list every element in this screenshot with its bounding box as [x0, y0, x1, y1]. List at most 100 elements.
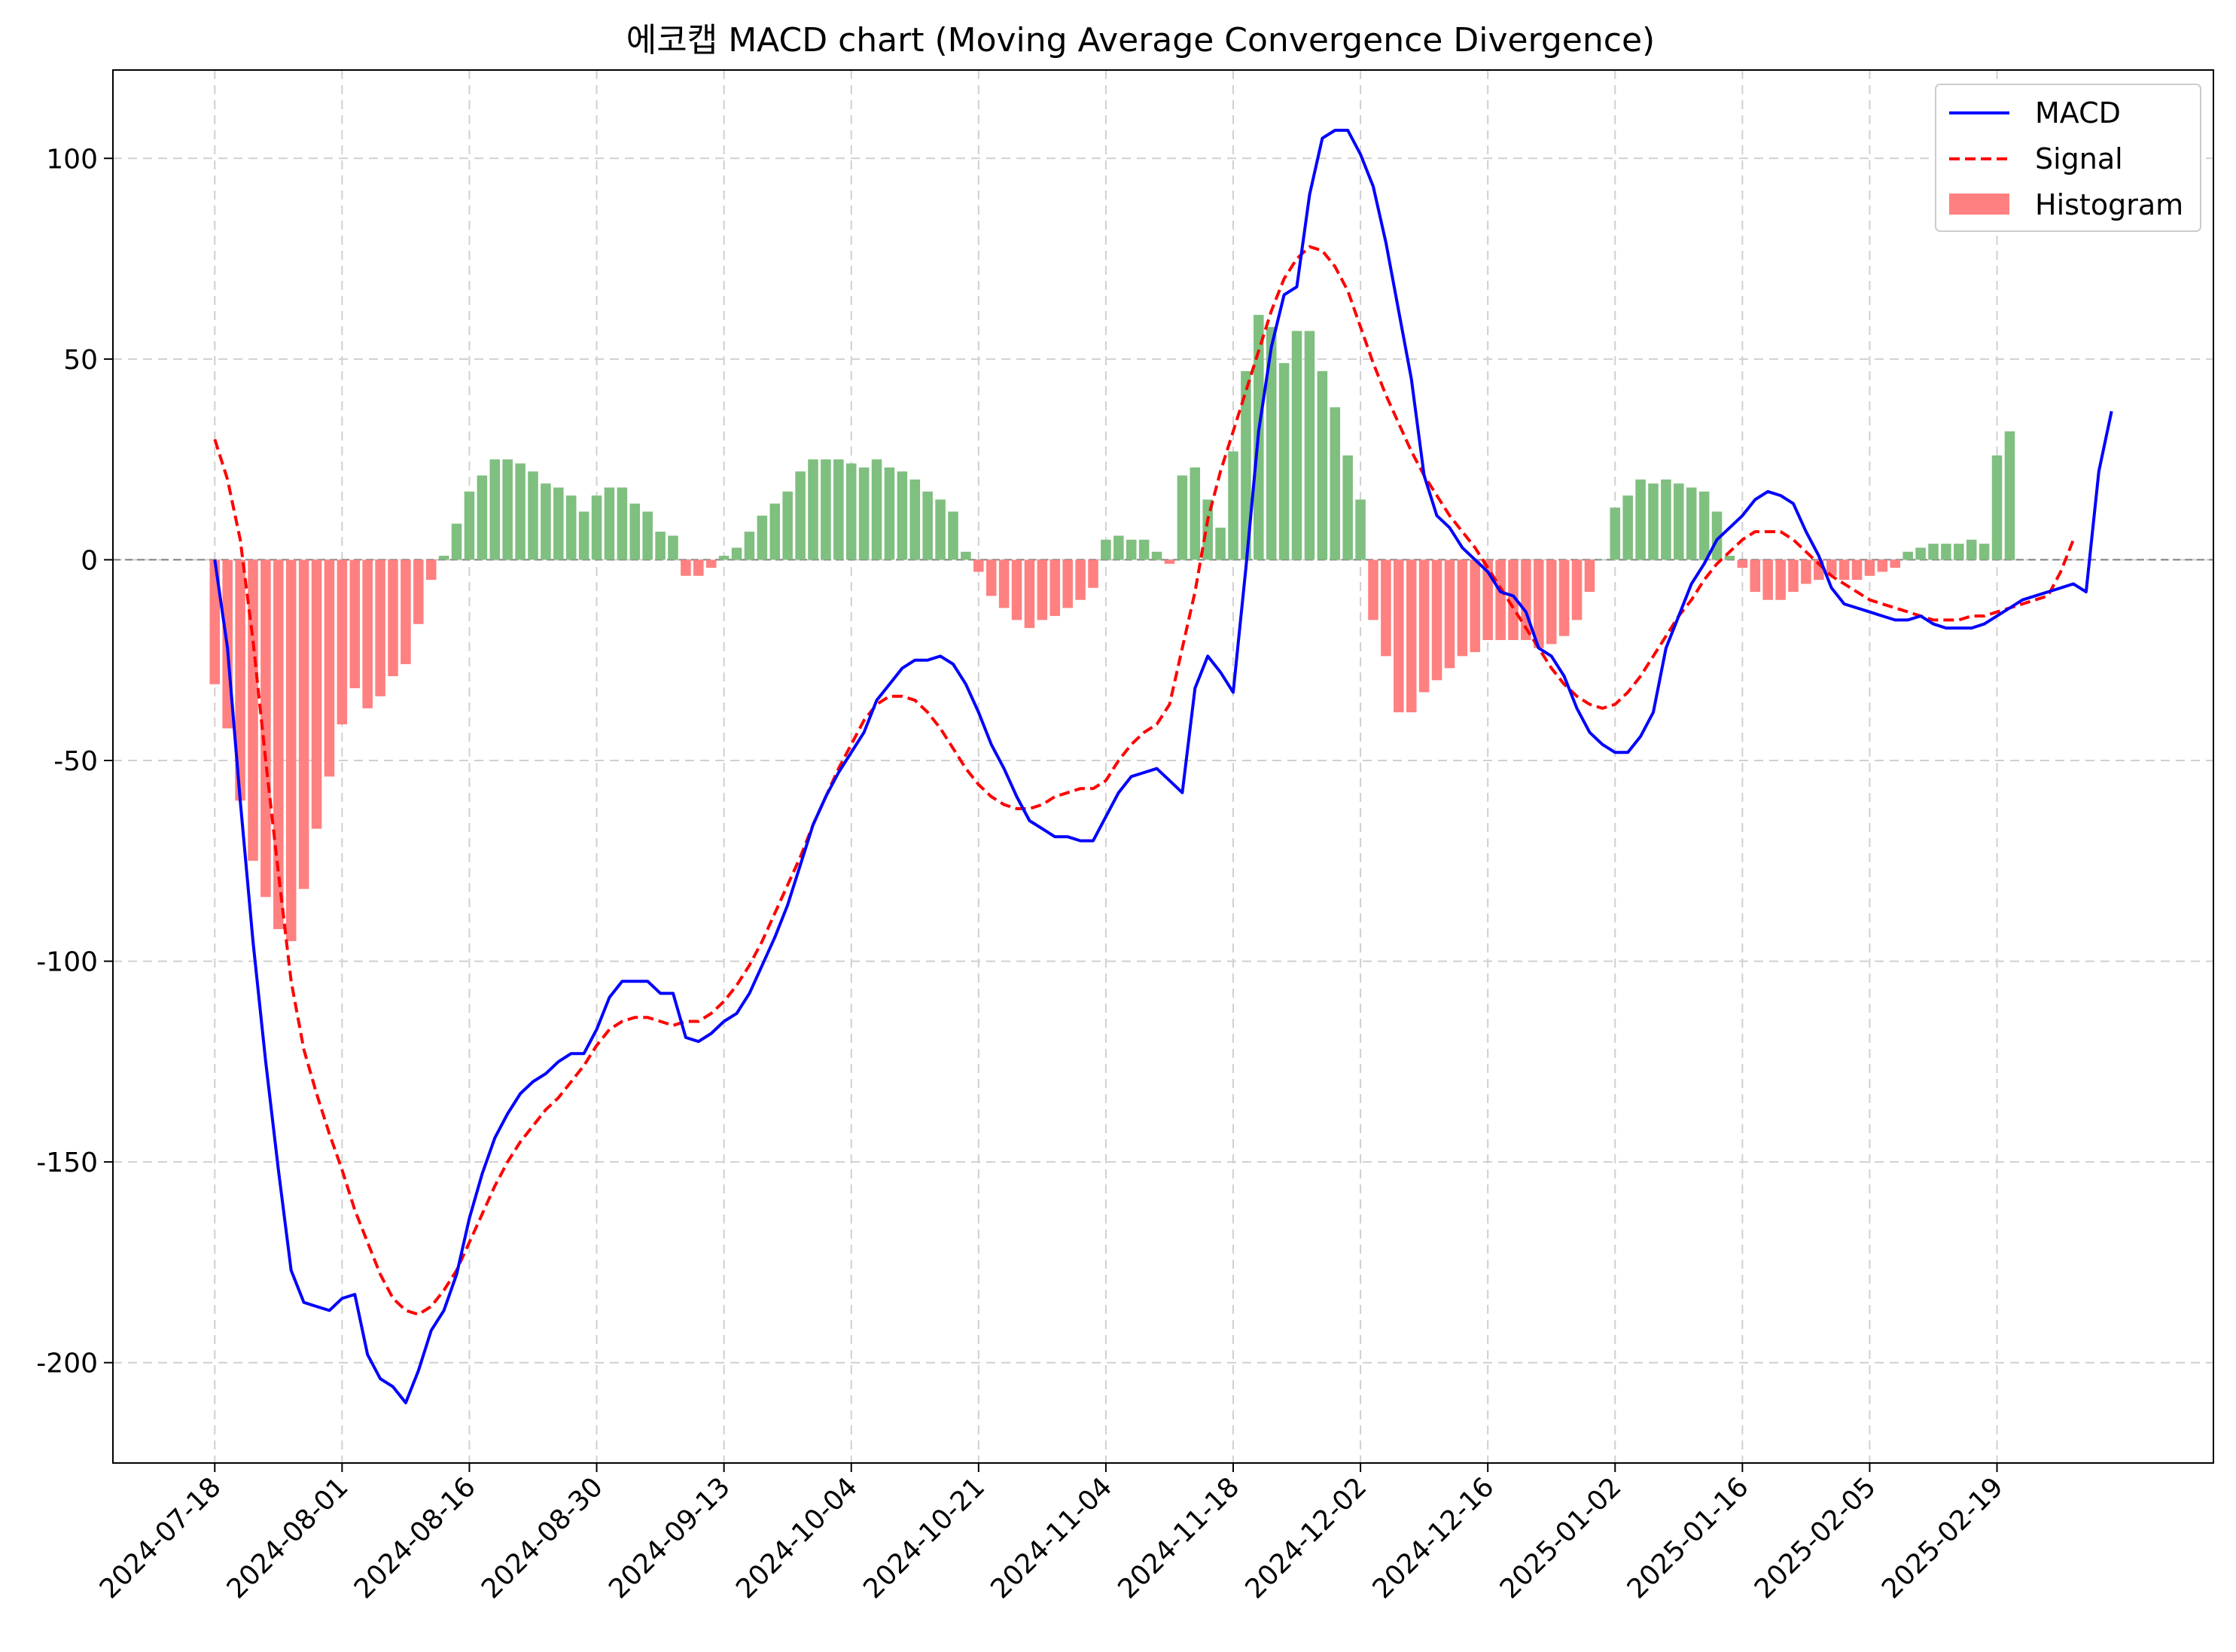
signal-line — [213, 245, 2075, 1316]
histogram-bar — [642, 511, 653, 560]
histogram-bar — [1444, 559, 1455, 669]
histogram-bar — [693, 559, 704, 576]
histogram-bar — [1024, 559, 1035, 629]
histogram-bar — [1304, 331, 1315, 560]
histogram-bar — [871, 459, 882, 560]
histogram-bar — [1558, 559, 1570, 636]
histogram-bar — [1126, 539, 1137, 560]
histogram-bar — [1113, 535, 1124, 560]
histogram-bar — [1431, 559, 1442, 681]
histogram-bar — [1864, 559, 1875, 576]
histogram-bar — [311, 559, 322, 829]
y-tick-label: 0 — [81, 545, 98, 576]
histogram-bar — [362, 559, 373, 709]
histogram-bar — [1151, 551, 1162, 560]
histogram-bar — [948, 511, 958, 560]
histogram-bar — [1342, 455, 1353, 560]
histogram-bar — [731, 547, 742, 560]
histogram-bar — [1661, 479, 1671, 560]
histogram-bar — [985, 559, 997, 596]
histogram-bar — [782, 491, 793, 560]
histogram-bar — [1762, 559, 1773, 600]
histogram-bar — [1355, 499, 1366, 560]
histogram-bar — [617, 487, 628, 560]
histogram-bar — [1826, 559, 1837, 576]
histogram-bar — [1508, 559, 1519, 641]
histogram-bar — [1037, 559, 1048, 620]
histogram-bar — [1584, 559, 1595, 593]
y-tick-label: -200 — [36, 1349, 98, 1379]
histogram-bar — [1138, 539, 1150, 560]
histogram-bar — [285, 559, 297, 941]
legend-macd-label: MACD — [2035, 96, 2121, 130]
histogram-bar — [541, 483, 551, 560]
histogram-bar — [1534, 559, 1544, 648]
histogram-bar — [1902, 551, 1913, 560]
histogram-bar — [1788, 559, 1799, 593]
histogram-bar — [1851, 559, 1863, 581]
y-tick-label: 100 — [46, 144, 98, 175]
histogram-bar — [1941, 544, 1951, 560]
histogram-bar — [1622, 495, 1633, 560]
y-tick-label: -150 — [36, 1148, 98, 1178]
histogram-bar — [897, 471, 908, 560]
histogram-bar — [1674, 483, 1684, 560]
histogram-bar — [744, 532, 755, 560]
y-tick-label: 50 — [63, 345, 98, 376]
histogram-bar — [769, 503, 781, 560]
histogram-bar — [655, 532, 666, 560]
histogram-bar — [629, 503, 641, 560]
histogram-bar — [413, 559, 424, 624]
histogram-bar — [1635, 479, 1646, 560]
histogram-bar — [438, 556, 449, 560]
histogram-bar — [1954, 544, 1964, 560]
legend-histogram-label: Histogram — [2035, 188, 2183, 221]
chart-title: 에코캡 MACD chart (Moving Average Convergen… — [626, 21, 1655, 59]
histogram-bar — [604, 487, 615, 560]
histogram-bar — [1291, 331, 1302, 560]
plot-frame — [112, 69, 2214, 1464]
y-tick-label: -50 — [53, 746, 98, 777]
histogram-bar — [1406, 559, 1417, 713]
histogram-bar — [833, 459, 844, 560]
histogram-bar — [1177, 475, 1188, 560]
histogram-bar — [795, 471, 806, 560]
histogram-bar — [1877, 559, 1888, 572]
histogram-bar — [260, 559, 271, 898]
histogram-bars — [209, 315, 2015, 941]
histogram-bar — [1075, 559, 1086, 600]
histogram-bar — [808, 459, 818, 560]
histogram-bar — [1228, 451, 1238, 560]
histogram-bar — [1164, 559, 1175, 564]
histogram-bar — [1546, 559, 1557, 645]
histogram-bar — [489, 459, 501, 560]
histogram-bar — [425, 559, 437, 581]
y-tick-label: -100 — [36, 947, 98, 978]
histogram-bar — [1418, 559, 1430, 693]
histogram-bar — [464, 491, 475, 560]
y-axis-ticks: 100 50 0 -50 -100 -150 -200 — [36, 144, 113, 1379]
histogram-bar — [1991, 455, 2003, 560]
histogram-bar — [821, 459, 831, 560]
histogram-bar — [388, 559, 398, 677]
histogram-bar — [2004, 431, 2015, 560]
histogram-bar — [477, 475, 488, 560]
histogram-bar — [1571, 559, 1583, 620]
histogram-bar — [718, 556, 730, 560]
histogram-bar — [1457, 559, 1468, 657]
histogram-bar — [565, 495, 577, 560]
histogram-bar — [1928, 544, 1939, 560]
histogram-bar — [705, 559, 717, 568]
legend: MACD Signal Histogram — [1935, 84, 2201, 232]
histogram-bar — [578, 511, 589, 560]
histogram-bar — [528, 471, 538, 560]
histogram-bar — [1278, 363, 1290, 560]
histogram-bar — [1801, 559, 1811, 584]
histogram-bar — [1330, 407, 1341, 560]
histogram-bar — [1482, 559, 1493, 641]
histogram-bar — [1470, 559, 1481, 653]
histogram-bar — [1062, 559, 1073, 608]
histogram-bar — [451, 523, 462, 560]
histogram-bar — [1394, 559, 1404, 713]
histogram-bar — [235, 559, 245, 801]
